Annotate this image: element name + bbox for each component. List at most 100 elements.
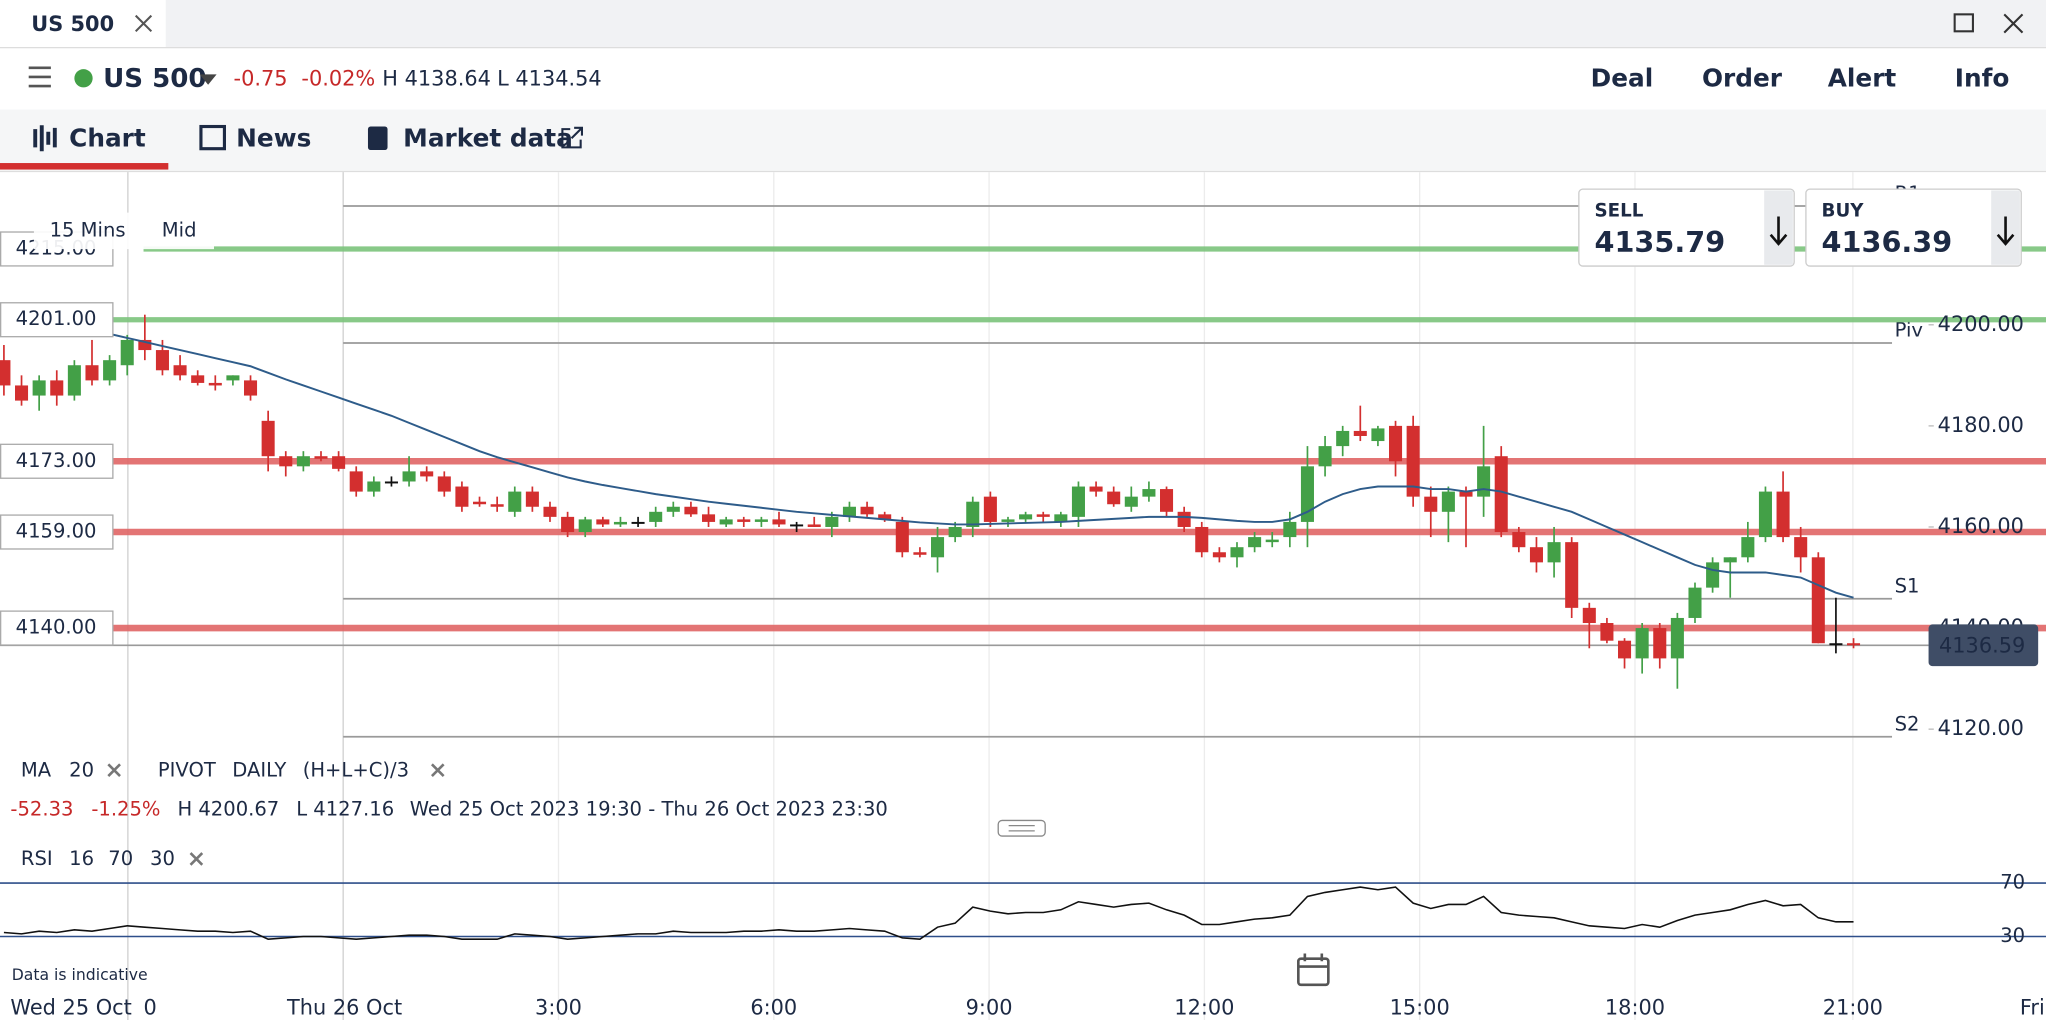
candle-body xyxy=(1565,542,1579,608)
candle-body xyxy=(1389,425,1403,462)
nav-tab[interactable]: Market data xyxy=(403,124,573,153)
candle-body xyxy=(1547,542,1561,563)
candle-body xyxy=(1847,643,1861,646)
candle-body xyxy=(1600,623,1614,641)
overlay: 4215.004201.004173.004159.004140.004136.… xyxy=(0,231,2039,667)
candle-body xyxy=(296,456,310,467)
candle-body xyxy=(1406,425,1420,497)
rsi-lower: 30 xyxy=(150,847,175,870)
pivot-period: DAILY xyxy=(232,758,286,781)
candle-body xyxy=(103,360,117,381)
candle-body xyxy=(15,385,29,401)
candle-body xyxy=(1124,496,1138,507)
candle-body xyxy=(525,491,539,507)
summary-pct: -1.25% xyxy=(91,798,160,821)
candle-body xyxy=(1371,428,1385,442)
action[interactable]: Info xyxy=(1955,64,2010,93)
moving-average xyxy=(3,308,1854,599)
candle-body xyxy=(437,476,451,492)
candle-body xyxy=(490,504,504,507)
candle-body xyxy=(1248,537,1262,548)
candle-body xyxy=(613,521,627,525)
instrument[interactable]: US 500 xyxy=(103,64,207,94)
y-tick-label: 4160.00 xyxy=(1938,514,2024,538)
x-tick-label: 0 xyxy=(144,995,157,1019)
x-tick-label: Wed 25 Oct xyxy=(10,995,131,1019)
x-tick-label: 9:00 xyxy=(966,995,1013,1019)
level-tag xyxy=(0,302,114,338)
candle-body xyxy=(314,456,328,459)
ma-name: MA xyxy=(21,758,52,781)
calendar-icon[interactable] xyxy=(1297,953,1330,987)
buy-label: BUY xyxy=(1822,200,1865,221)
level-label: 4173.00 xyxy=(16,449,97,472)
candle-body xyxy=(1283,521,1297,538)
candle-body xyxy=(32,380,46,396)
high: H 4138.64 xyxy=(382,67,491,91)
ma-period: 20 xyxy=(69,758,94,781)
menu[interactable] xyxy=(28,66,51,88)
candle-body xyxy=(1160,489,1174,512)
candle-body xyxy=(1142,489,1156,497)
candle-body xyxy=(332,456,346,469)
close-window[interactable] xyxy=(2003,13,2024,34)
sell-button[interactable] xyxy=(1578,188,1795,267)
candle-body xyxy=(649,511,663,522)
maximize[interactable] xyxy=(1953,13,1974,33)
candle-body xyxy=(737,519,751,522)
candle-body xyxy=(173,365,187,376)
price-type[interactable]: Mid xyxy=(162,218,197,241)
candle-body xyxy=(1512,532,1526,548)
candle-body xyxy=(402,471,416,482)
candle-body xyxy=(684,506,698,515)
candle-body xyxy=(473,501,487,505)
candle-body xyxy=(543,506,557,517)
remove-pivot[interactable] xyxy=(430,763,445,778)
candle-body xyxy=(1653,628,1667,659)
remove-rsi[interactable] xyxy=(189,852,204,866)
summary-range: Wed 25 Oct 2023 19:30 - Thu 26 Oct 2023 … xyxy=(410,798,888,821)
buy-button[interactable] xyxy=(1805,188,2022,267)
candle-body xyxy=(1618,640,1632,659)
candle-body xyxy=(261,420,275,457)
pivot-formula: (H+L+C)/3 xyxy=(303,758,409,781)
interval[interactable]: 15 Mins xyxy=(50,218,126,241)
action[interactable]: Deal xyxy=(1591,64,1654,93)
candle-body xyxy=(1829,643,1843,646)
candle-body xyxy=(983,496,997,522)
panel-resize[interactable] xyxy=(997,819,1046,837)
chart-area: R1PivS1S24200.004180.004160.004140.00412… xyxy=(0,172,2046,1020)
rsi-level-label: 30 xyxy=(2000,924,2025,947)
candle-body xyxy=(1318,446,1332,467)
y-tick-label: 4200.00 xyxy=(1938,312,2024,336)
action[interactable]: Alert xyxy=(1828,64,1897,93)
candle-body xyxy=(1758,491,1772,538)
sell-label: SELL xyxy=(1595,200,1644,221)
candle-body xyxy=(85,365,99,381)
resize-grip xyxy=(1008,825,1035,832)
candle-body xyxy=(1741,537,1755,558)
rsi-upper: 70 xyxy=(108,847,133,870)
candle-body xyxy=(1424,496,1438,512)
remove-ma[interactable] xyxy=(107,763,121,778)
level-label: 4201.00 xyxy=(16,307,97,330)
candle-body xyxy=(1336,430,1350,447)
action[interactable]: Order xyxy=(1702,64,1783,93)
candle-body xyxy=(1071,486,1085,517)
dropdown[interactable] xyxy=(199,74,217,85)
x-tick-label: Thu 26 Oct xyxy=(286,995,402,1019)
candle-body xyxy=(208,382,222,386)
summary-low: L 4127.16 xyxy=(296,798,394,821)
candle-body xyxy=(860,506,874,515)
y-tick-label: 4180.00 xyxy=(1938,413,2024,437)
nav-tab[interactable]: News xyxy=(236,124,311,153)
pivot-label: S1 xyxy=(1895,575,1920,598)
candle-body xyxy=(1688,587,1702,618)
candle-body xyxy=(1001,519,1015,522)
close-tab[interactable] xyxy=(134,14,153,33)
candle-body xyxy=(120,339,134,366)
x-tick-label: 18:00 xyxy=(1605,995,1665,1019)
x-tick-label: 21:00 xyxy=(1823,995,1883,1019)
active-tab[interactable] xyxy=(0,0,166,49)
nav-tab[interactable]: Chart xyxy=(69,124,146,153)
